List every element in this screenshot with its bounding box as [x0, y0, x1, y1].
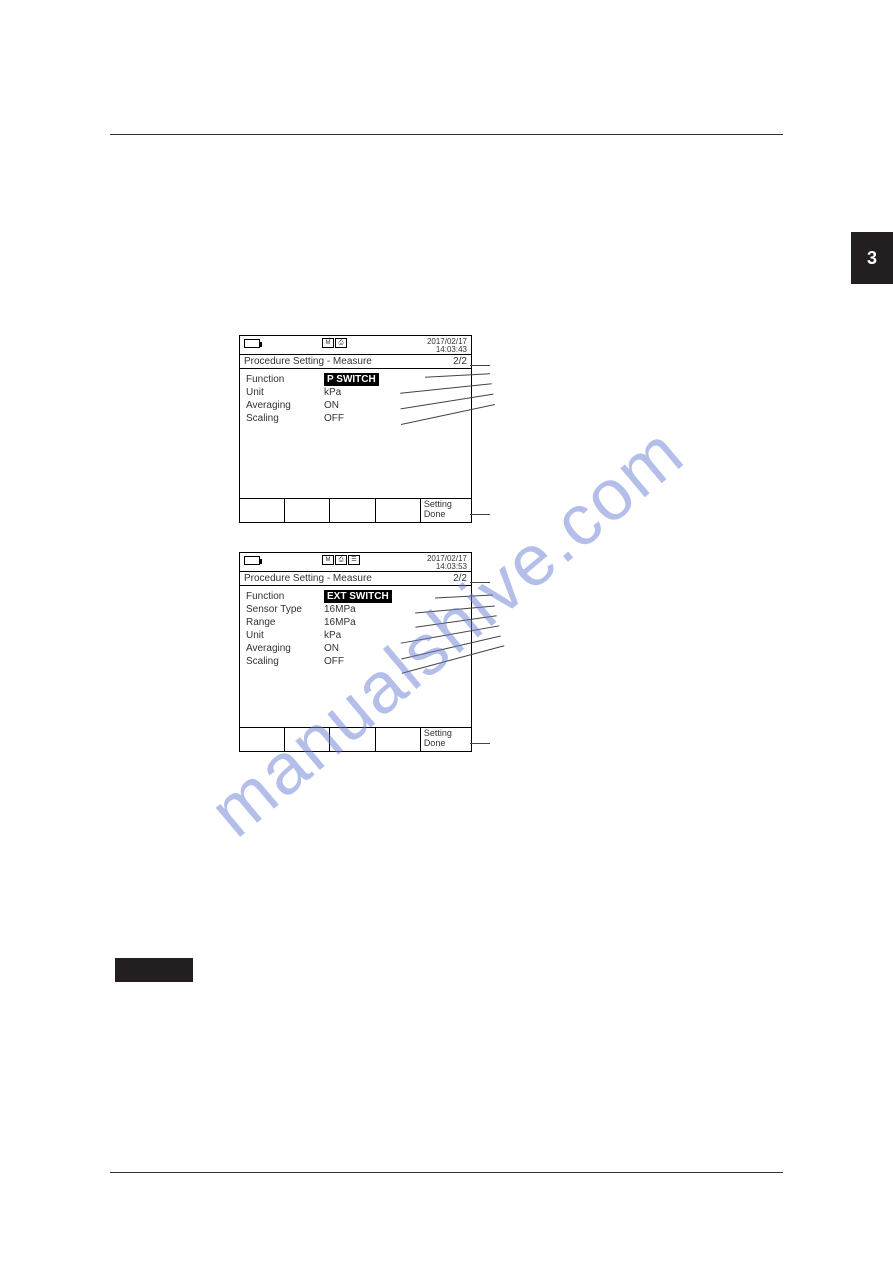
lcd1-title: Procedure Setting - Measure: [244, 356, 372, 367]
lcd2-label-averaging: Averaging: [246, 642, 324, 655]
mode-icon-m: M: [322, 338, 334, 348]
lcd1-value-function: P SWITCH: [324, 373, 379, 386]
lcd1-footer-f4: [376, 499, 421, 522]
lcd2-value-averaging: ON: [324, 642, 339, 655]
lcd1-label-averaging: Averaging: [246, 399, 324, 412]
lcd1-row-function: Function P SWITCH: [246, 373, 465, 386]
lcd1-body: Function P SWITCH Unit kPa Averaging ON …: [240, 369, 471, 429]
lcd1-label-function: Function: [246, 373, 324, 386]
lcd2-header: M ⎙ ☰ 2017/02/17 14:03:53: [240, 553, 471, 571]
lcd2-body: Function EXT SWITCH Sensor Type 16MPa Ra…: [240, 586, 471, 672]
lcd1-header: M ⎙ 2017/02/17 14:03:43: [240, 336, 471, 354]
lcd2-label-sensor: Sensor Type: [246, 603, 324, 616]
chapter-tab: 3: [851, 232, 893, 284]
lcd2-footer-setting-done: Setting Done: [421, 728, 471, 751]
lcd1-footer: Setting Done: [240, 498, 471, 522]
lcd1-page: 2/2: [453, 356, 467, 367]
bottom-rule: [110, 1172, 783, 1173]
lcd1-footer-f1: [240, 499, 285, 522]
lcd2-row-sensor: Sensor Type 16MPa: [246, 603, 465, 616]
note-box: [115, 958, 193, 982]
lcd2-row-function: Function EXT SWITCH: [246, 590, 465, 603]
lcd2-footer-line2: Done: [424, 739, 468, 749]
lcd1-footer-f2: [285, 499, 330, 522]
lcd1-title-bar: Procedure Setting - Measure 2/2: [240, 354, 471, 369]
lcd1-label-scaling: Scaling: [246, 412, 324, 425]
mode-icon-usb: ⎙: [335, 338, 347, 348]
lcd2-row-averaging: Averaging ON: [246, 642, 465, 655]
lcd2-value-scaling: OFF: [324, 655, 344, 668]
callout-line: [470, 582, 490, 583]
lcd2-footer-f3: [330, 728, 375, 751]
lcd2-label-range: Range: [246, 616, 324, 629]
battery-icon: [244, 339, 260, 348]
lcd1-row-unit: Unit kPa: [246, 386, 465, 399]
lcd1-footer-f3: [330, 499, 375, 522]
lcd1-row-averaging: Averaging ON: [246, 399, 465, 412]
lcd1-value-scaling: OFF: [324, 412, 344, 425]
lcd2-label-scaling: Scaling: [246, 655, 324, 668]
lcd1-footer-setting-done: Setting Done: [421, 499, 471, 522]
lcd-screenshot-1: M ⎙ 2017/02/17 14:03:43 Procedure Settin…: [239, 335, 472, 523]
lcd1-label-unit: Unit: [246, 386, 324, 399]
callout-line: [470, 514, 490, 515]
lcd2-page: 2/2: [453, 573, 467, 584]
lcd2-value-range: 16MPa: [324, 616, 356, 629]
lcd2-footer-f2: [285, 728, 330, 751]
lcd2-footer-f1: [240, 728, 285, 751]
callout-line: [470, 365, 490, 366]
lcd2-value-function: EXT SWITCH: [324, 590, 392, 603]
lcd1-value-unit: kPa: [324, 386, 341, 399]
lcd2-label-function: Function: [246, 590, 324, 603]
lcd2-footer: Setting Done: [240, 727, 471, 751]
lcd2-time: 14:03:53: [427, 563, 467, 571]
battery-icon: [244, 556, 260, 565]
lcd2-row-unit: Unit kPa: [246, 629, 465, 642]
callout-line: [470, 743, 490, 744]
lcd2-row-scaling: Scaling OFF: [246, 655, 465, 668]
lcd1-time: 14:03:43: [427, 346, 467, 354]
mode-icon-m: M: [322, 555, 334, 565]
lcd2-value-sensor: 16MPa: [324, 603, 356, 616]
lcd2-label-unit: Unit: [246, 629, 324, 642]
lcd2-title-bar: Procedure Setting - Measure 2/2: [240, 571, 471, 586]
mode-icon-usb: ⎙: [335, 555, 347, 565]
lcd2-value-unit: kPa: [324, 629, 341, 642]
lcd2-row-range: Range 16MPa: [246, 616, 465, 629]
lcd2-title: Procedure Setting - Measure: [244, 573, 372, 584]
top-rule: [110, 134, 783, 135]
lcd1-row-scaling: Scaling OFF: [246, 412, 465, 425]
lcd1-value-averaging: ON: [324, 399, 339, 412]
lcd2-footer-f4: [376, 728, 421, 751]
mode-icon-ext: ☰: [348, 555, 360, 565]
lcd1-footer-line2: Done: [424, 510, 468, 520]
lcd-screenshot-2: M ⎙ ☰ 2017/02/17 14:03:53 Procedure Sett…: [239, 552, 472, 752]
